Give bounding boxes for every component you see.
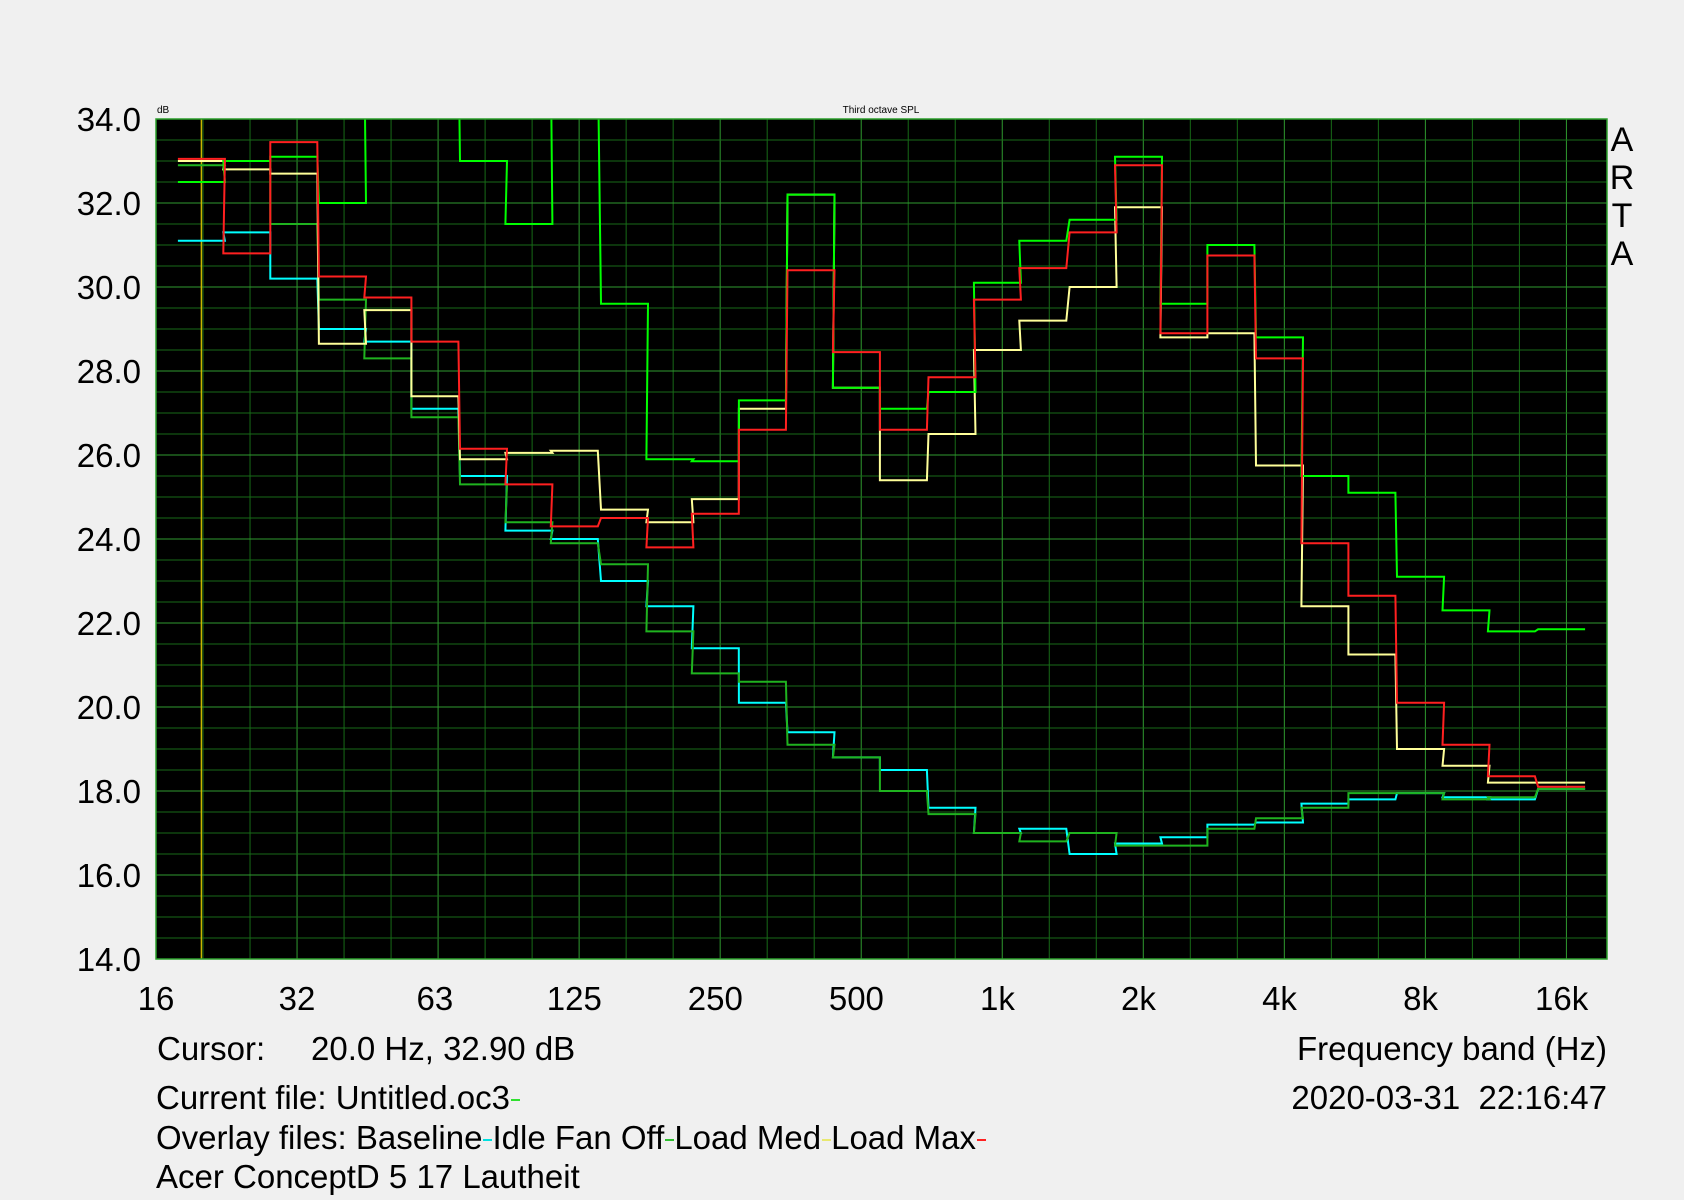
series-idle-fan-off xyxy=(177,160,1586,847)
current-file-label: Current file: Untitled.oc3 xyxy=(156,1079,510,1116)
x-axis-title: Frequency band (Hz) xyxy=(1297,1030,1607,1067)
y-tick-label: 34.0 xyxy=(77,101,141,138)
x-tick-label: 63 xyxy=(417,980,454,1017)
y-tick-label: 26.0 xyxy=(77,437,141,474)
cursor-readout-value: 20.0 Hz, 32.90 dB xyxy=(311,1030,576,1067)
overlay-file-swatch xyxy=(483,1139,493,1142)
y-tick-label: 20.0 xyxy=(77,689,141,726)
plot-series xyxy=(177,119,1586,959)
overlay-file-swatch xyxy=(665,1139,675,1142)
x-tick-label: 32 xyxy=(279,980,316,1017)
x-tick-label: 1k xyxy=(980,980,1015,1017)
x-tick-label: 8k xyxy=(1403,980,1438,1017)
y-axis: 34.0 32.0 30.0 28.0 26.0 24.0 22.0 20.0 18.0 16.0… xyxy=(77,101,141,978)
cursor-readout-label: Cursor: xyxy=(157,1030,266,1067)
overlay-file-name: Load Max xyxy=(831,1119,977,1156)
y-tick-label: 28.0 xyxy=(77,353,141,390)
overlay-file-name: Load Med xyxy=(674,1119,822,1156)
y-tick-label: 16.0 xyxy=(77,857,141,894)
x-tick-label: 4k xyxy=(1262,980,1297,1017)
x-axis: 16 32 63 125 250 500 1k 2k 4k 8k 16k xyxy=(138,980,1589,1017)
y-tick-label: 14.0 xyxy=(77,941,141,978)
chart-title: Third octave SPL xyxy=(843,105,920,116)
x-tick-label: 125 xyxy=(547,980,602,1017)
overlay-files-label: Overlay files: xyxy=(156,1119,347,1156)
logo-letter: A xyxy=(1611,121,1634,159)
y-tick-label: 24.0 xyxy=(77,521,141,558)
y-tick-label: 30.0 xyxy=(77,269,141,306)
chart-caption: Acer ConceptD 5 17 Lautheit xyxy=(156,1158,580,1195)
grid xyxy=(156,119,1607,959)
overlay-file-swatch xyxy=(822,1139,832,1142)
x-tick-label: 2k xyxy=(1121,980,1156,1017)
overlay-files-line: Overlay files: Baseline Idle Fan Off Load … xyxy=(156,1119,987,1156)
logo-letter: A xyxy=(1611,235,1634,273)
current-file-swatch xyxy=(511,1099,520,1102)
logo-letter: T xyxy=(1612,197,1633,235)
series-load-max xyxy=(177,141,1586,788)
overlay-file-name: Idle Fan Off xyxy=(492,1119,665,1156)
y-unit-label: dB xyxy=(157,105,170,116)
timestamp: 2020-03-31 22:16:47 xyxy=(1291,1079,1607,1116)
x-tick-label: 250 xyxy=(688,980,743,1017)
y-tick-label: 32.0 xyxy=(77,185,141,222)
plot-frame xyxy=(155,118,1608,960)
overlay-file-swatch xyxy=(977,1139,987,1142)
y-tick-label: 22.0 xyxy=(77,605,141,642)
series-load-med xyxy=(177,160,1586,784)
logo-letter: R xyxy=(1610,159,1635,197)
x-tick-label: 500 xyxy=(829,980,884,1017)
x-tick-label: 16 xyxy=(138,980,175,1017)
current-file-line: Current file: Untitled.oc3 xyxy=(156,1081,520,1114)
y-tick-label: 18.0 xyxy=(77,773,141,810)
x-tick-label: 16k xyxy=(1535,980,1589,1017)
overlay-file-name: Baseline xyxy=(346,1119,483,1156)
